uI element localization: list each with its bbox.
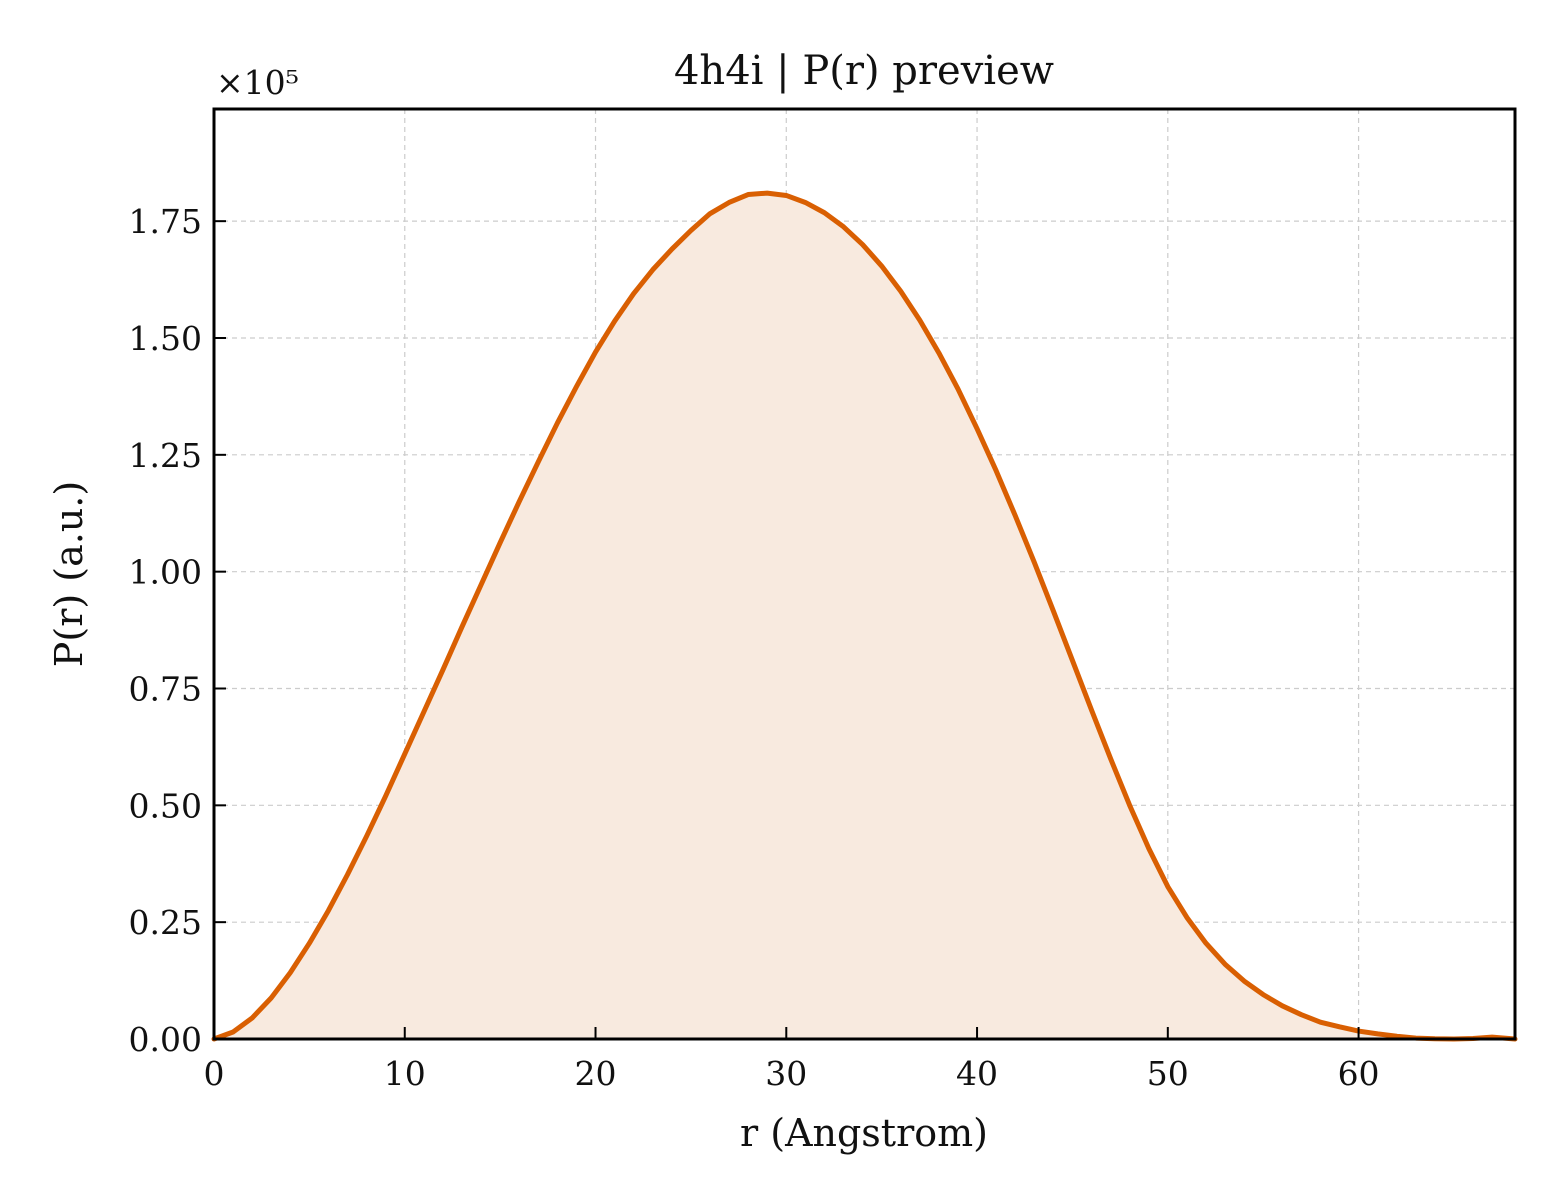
plot-frame — [212, 107, 1517, 1041]
plot-area — [211, 190, 1518, 1042]
y-tick-label: 0.00 — [129, 1020, 202, 1059]
y-multiplier-label: ×10⁵ — [216, 63, 299, 102]
x-axis-title: r (Angstrom) — [740, 1111, 988, 1155]
x-tick-label: 30 — [765, 1054, 807, 1093]
y-tick-label: 0.25 — [129, 903, 202, 942]
x-tick-label: 60 — [1338, 1054, 1380, 1093]
y-tick-label: 1.25 — [129, 436, 202, 475]
y-axis: 0.00 0.25 0.50 0.75 1.00 1.25 1.50 1.75 — [129, 202, 226, 1059]
series-line — [211, 190, 1518, 1042]
x-tick-label: 20 — [575, 1054, 617, 1093]
chart-title: 4h4i | P(r) preview — [674, 48, 1054, 94]
x-tick-label: 10 — [384, 1054, 426, 1093]
x-tick-label: 0 — [204, 1054, 225, 1093]
y-tick-label: 1.75 — [129, 202, 202, 241]
x-tick-label: 40 — [956, 1054, 998, 1093]
series-area-fill — [214, 193, 1515, 1039]
y-tick-label: 0.50 — [129, 786, 202, 825]
x-tick-label: 50 — [1147, 1054, 1189, 1093]
y-tick-label: 1.50 — [129, 319, 202, 358]
y-tick-label: 1.00 — [129, 553, 202, 592]
x-axis: 0 10 20 30 40 50 60 — [204, 1027, 1380, 1093]
y-axis-title: P(r) (a.u.) — [47, 481, 91, 667]
y-tick-label: 0.75 — [129, 669, 202, 708]
